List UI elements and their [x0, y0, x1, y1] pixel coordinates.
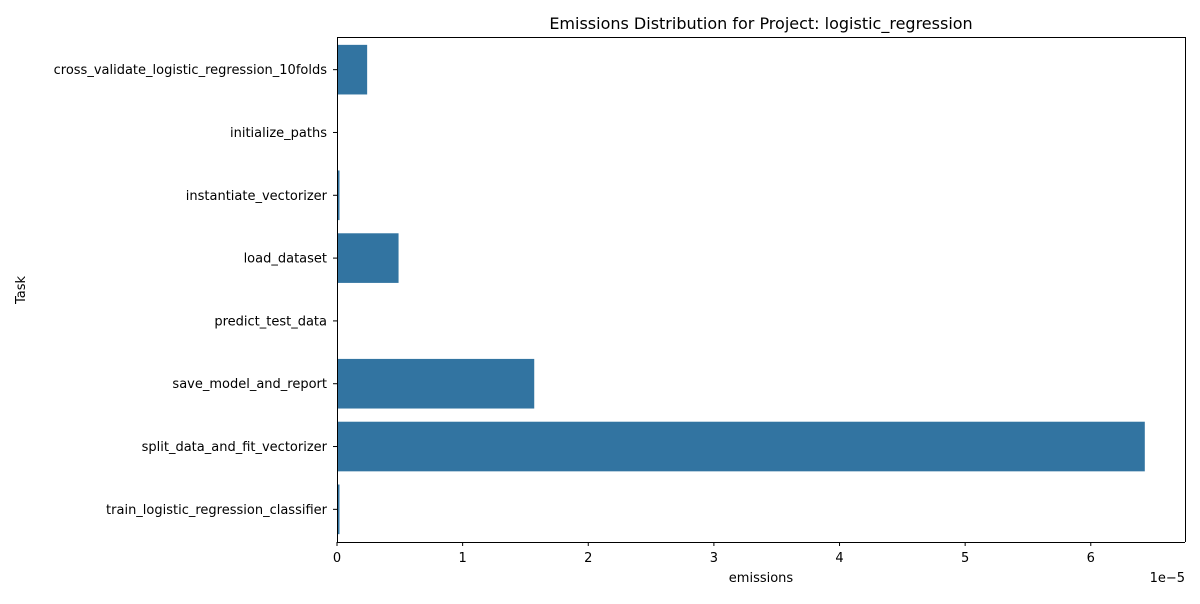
x-tick-label: 2: [584, 551, 592, 566]
y-tick-label: split_data_and_fit_vectorizer: [142, 440, 328, 455]
x-tick-label: 1: [458, 551, 466, 566]
x-tick-label: 5: [961, 551, 969, 566]
x-tick-label: 6: [1087, 551, 1095, 566]
x-tick-label: 3: [710, 551, 718, 566]
x-axis-label: emissions: [729, 571, 794, 586]
y-tick-label: save_model_and_report: [172, 377, 327, 392]
x-axis-offset-label: 1e−5: [1150, 571, 1185, 586]
x-tick-label: 4: [835, 551, 843, 566]
bar-instantiate-vectorizer: [337, 170, 340, 221]
bar-load-dataset: [337, 233, 399, 283]
y-tick-label: train_logistic_regression_classifier: [106, 503, 328, 518]
y-tick-label: load_dataset: [244, 252, 327, 267]
y-tick-label: instantiate_vectorizer: [186, 189, 328, 204]
bars-layer: [337, 44, 1145, 535]
bar-train-logistic-regression-classifier: [337, 484, 340, 535]
y-tick-label: cross_validate_logistic_regression_10fol…: [54, 63, 328, 78]
chart-title: Emissions Distribution for Project: logi…: [549, 14, 972, 34]
x-axis: 0 1 2 3 4 5 6: [333, 542, 1095, 566]
bar-split-data-and-fit-vectorizer: [337, 421, 1145, 472]
bar-save-model-and-report: [337, 358, 535, 409]
y-axis-label: Task: [14, 276, 29, 306]
x-tick-label: 0: [333, 551, 341, 566]
bar-cross-validate-logistic-regression-10folds: [337, 44, 368, 95]
y-tick-label: initialize_paths: [230, 126, 327, 141]
y-axis: cross_validate_logistic_regression_10fol…: [54, 63, 337, 518]
y-tick-label: predict_test_data: [214, 314, 327, 329]
